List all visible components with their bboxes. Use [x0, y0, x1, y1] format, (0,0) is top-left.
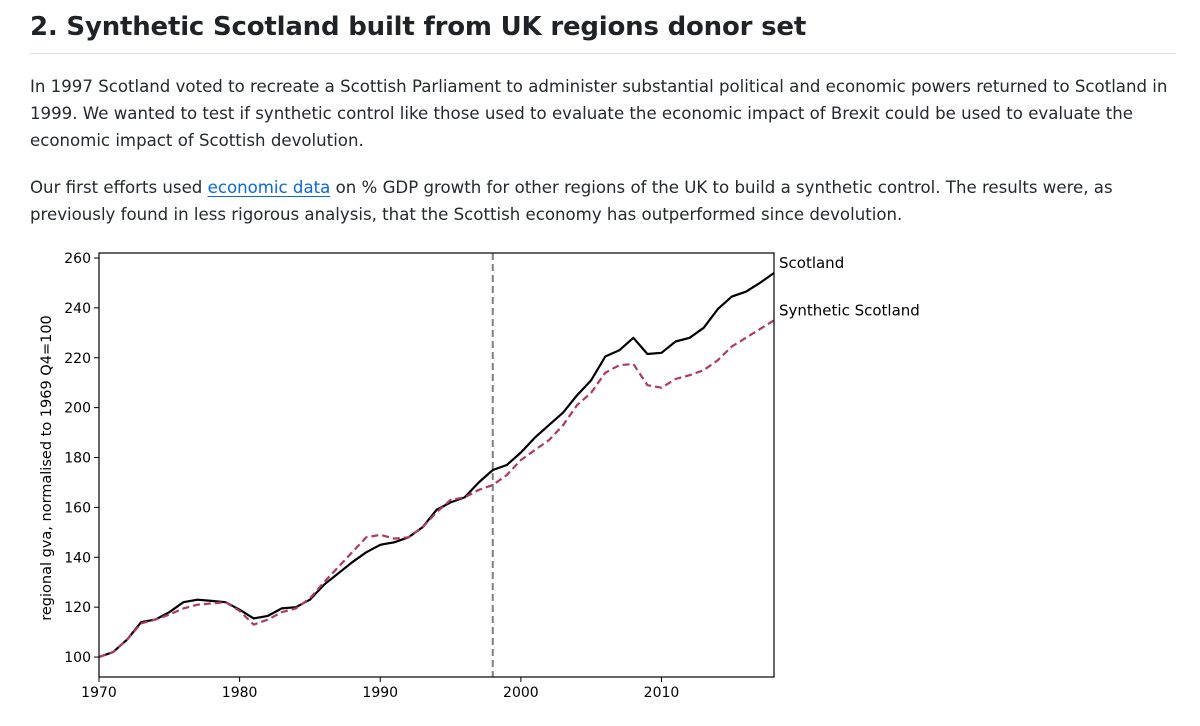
- y-tick-label: 220: [64, 351, 91, 367]
- y-tick-label: 240: [64, 301, 91, 317]
- x-tick-label: 1990: [362, 685, 398, 701]
- x-tick-label: 1980: [222, 685, 258, 701]
- y-tick-label: 180: [64, 451, 91, 467]
- x-tick-label: 2010: [644, 685, 680, 701]
- results-paragraph-end: on % GDP growth for other regions of the…: [30, 178, 1113, 224]
- series-line-scotland: [98, 272, 775, 659]
- intro-paragraph: In 1997 Scotland voted to recreate a Sco…: [30, 77, 1168, 150]
- y-tick-label: 100: [64, 650, 91, 666]
- series-label-scotland: Scotland: [779, 254, 844, 272]
- section-heading: 2. Synthetic Scotland built from UK regi…: [30, 12, 807, 42]
- y-tick-label: 160: [64, 500, 91, 516]
- y-tick-label: 140: [64, 550, 91, 566]
- series-label-synthetic-scotland: Synthetic Scotland: [779, 301, 920, 319]
- plot-frame: [98, 252, 775, 678]
- heading-divider: [30, 53, 1176, 54]
- results-paragraph-start: Our first efforts used: [30, 178, 208, 197]
- x-tick-label: 2000: [503, 685, 539, 701]
- economic-data-link[interactable]: economic data: [207, 178, 331, 197]
- y-axis-label: regional gva, normalised to 1969 Q4=100: [39, 315, 55, 621]
- y-tick-label: 200: [64, 401, 91, 417]
- y-tick-label: 120: [64, 600, 91, 616]
- series-line-synthetic-scotland: [98, 319, 775, 659]
- y-tick-label: 260: [64, 251, 91, 267]
- x-tick-label: 1970: [81, 685, 117, 701]
- results-paragraph: Our first efforts used economic data on …: [30, 174, 1176, 228]
